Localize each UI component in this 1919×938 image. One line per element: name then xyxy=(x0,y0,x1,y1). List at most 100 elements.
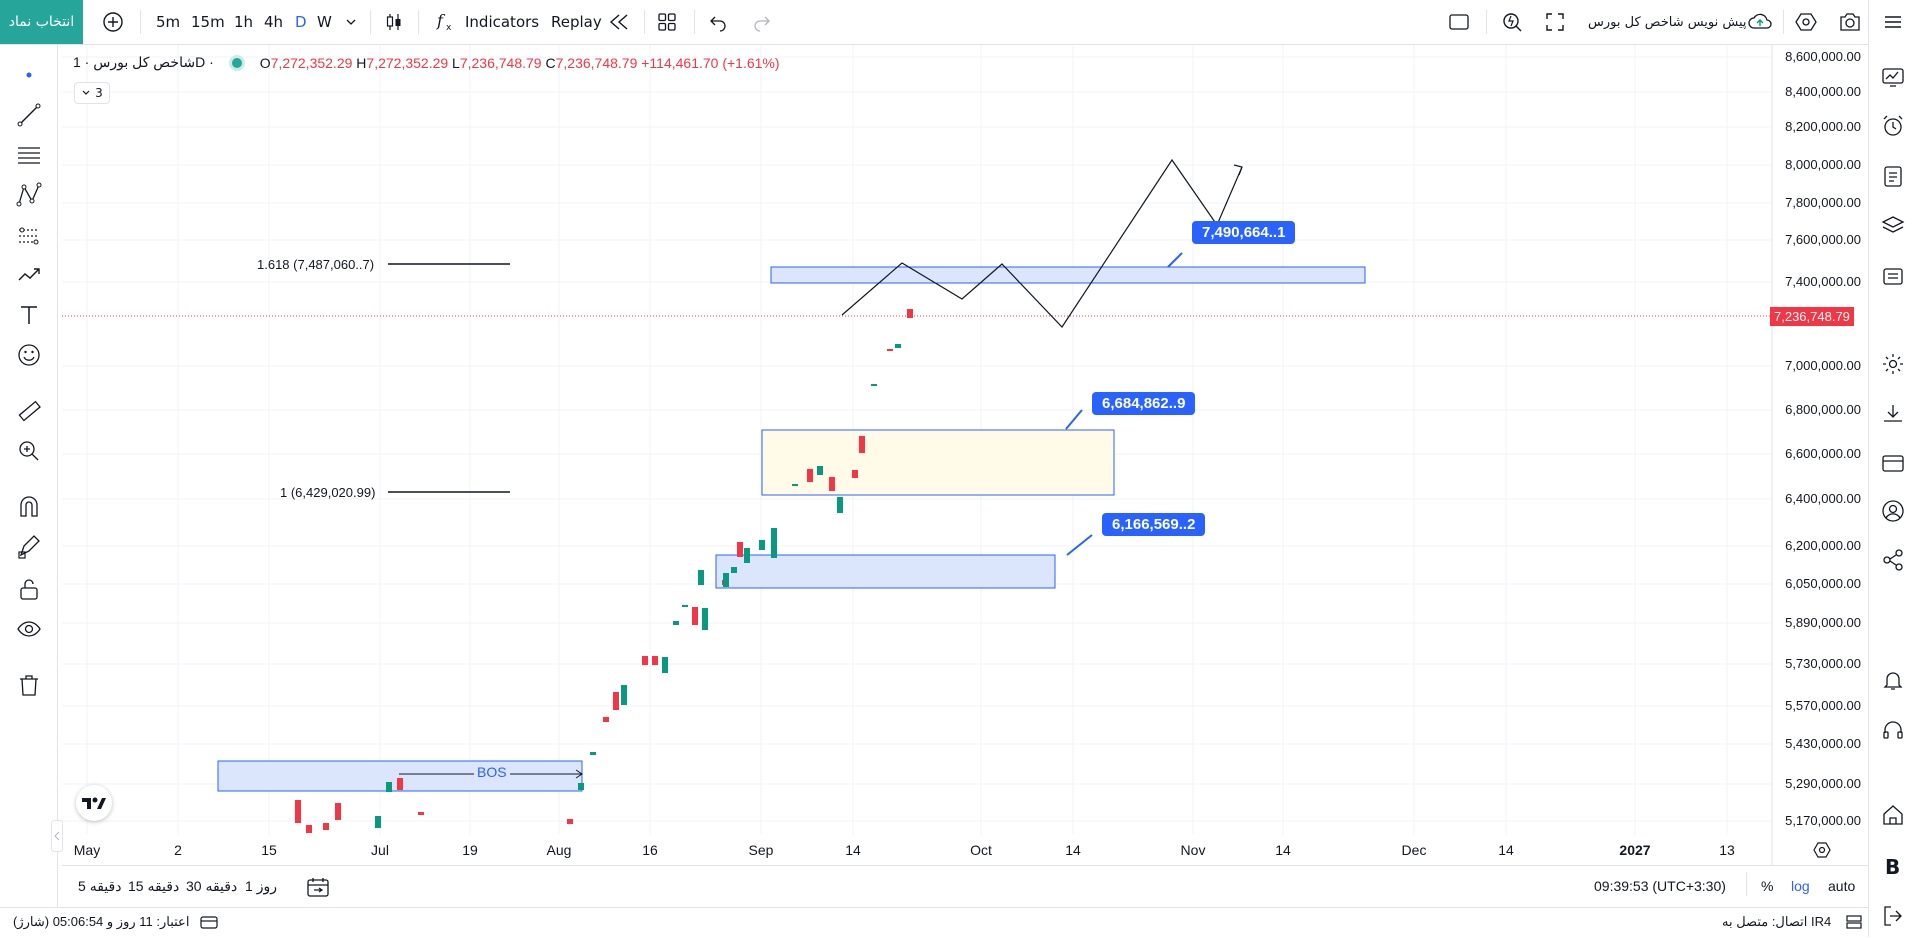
time-tick-label: Jul xyxy=(371,842,389,858)
price-tick-label: 5,730,000.00 xyxy=(1785,656,1861,671)
eye-icon[interactable] xyxy=(15,615,43,643)
layout-grid-icon[interactable] xyxy=(656,0,678,44)
share-icon[interactable] xyxy=(1879,546,1907,574)
candle xyxy=(613,692,619,710)
trend-line-icon[interactable] xyxy=(15,101,43,129)
add-symbol-icon[interactable] xyxy=(102,0,124,44)
tradingview-logo-icon[interactable] xyxy=(76,785,112,821)
clock[interactable]: 09:39:53 (UTC+3:30) xyxy=(1594,878,1726,894)
headset-icon[interactable] xyxy=(1879,716,1907,744)
emoji-icon[interactable] xyxy=(15,341,43,369)
interval-w[interactable]: W xyxy=(317,13,332,31)
credit-card-icon xyxy=(200,914,218,933)
lock-icon[interactable] xyxy=(15,575,43,603)
ruler-icon[interactable] xyxy=(15,397,43,425)
watchlist-icon[interactable] xyxy=(1879,63,1907,91)
interval-4h[interactable]: 4h xyxy=(264,13,284,31)
candle xyxy=(744,548,750,563)
time-tick-label: 2027 xyxy=(1619,842,1650,858)
logout-icon[interactable] xyxy=(1879,902,1907,930)
callout-pointer-top xyxy=(1167,252,1183,268)
chevron-down-icon[interactable] xyxy=(345,0,357,44)
alarm-clock-icon[interactable] xyxy=(1879,112,1907,140)
candlestick-type-icon[interactable] xyxy=(383,0,405,44)
callout-low[interactable]: 6,166,569..2 xyxy=(1102,513,1206,536)
price-tick-label: 7,000,000.00 xyxy=(1785,358,1861,373)
prediction-arrow-icon[interactable] xyxy=(15,261,43,289)
candle xyxy=(907,309,913,318)
timeframe-15m[interactable]: 15 دقیقه xyxy=(128,878,180,894)
last-price-tag: 7,236,748.79 xyxy=(1770,307,1854,326)
candle xyxy=(603,717,609,722)
symbol-name[interactable]: شاخص کل بورس · 1D · xyxy=(73,54,214,70)
template-name[interactable]: پیش نویس شاخص کل بورس xyxy=(1588,14,1747,30)
pattern-icon[interactable] xyxy=(15,181,43,209)
magnet-icon[interactable] xyxy=(15,493,43,521)
undo-icon[interactable] xyxy=(708,0,728,44)
menu-icon[interactable] xyxy=(1879,8,1907,36)
time-tick-label: 14 xyxy=(1498,842,1514,858)
interval-d[interactable]: D xyxy=(295,13,307,31)
collapse-left-panel-icon[interactable] xyxy=(51,820,63,852)
text-tool-icon[interactable] xyxy=(15,301,43,329)
axis-settings-icon[interactable] xyxy=(1812,840,1832,864)
candle xyxy=(792,484,798,486)
home-icon[interactable] xyxy=(1879,801,1907,829)
news-icon[interactable] xyxy=(1879,262,1907,290)
supply-zone-top xyxy=(770,266,1366,284)
time-axis: May 2 15 Jul 19 Aug 16 Sep 14 Oct 14 Nov 14 Dec 14 2027… xyxy=(74,842,1735,858)
cursor-dot-icon[interactable] xyxy=(15,61,43,89)
timeframe-30m[interactable]: 30 دقیقه xyxy=(186,878,238,894)
profile-icon[interactable] xyxy=(1879,497,1907,525)
layers-icon[interactable] xyxy=(1879,212,1907,240)
interval-15m[interactable]: 15m xyxy=(191,13,225,31)
right-sidebar xyxy=(1868,0,1919,937)
trash-icon[interactable] xyxy=(15,671,43,699)
candle xyxy=(673,621,679,625)
auto-scale-toggle[interactable]: auto xyxy=(1828,878,1856,894)
callout-pointer-mid xyxy=(1065,409,1083,430)
expand-icon[interactable] xyxy=(1544,0,1566,44)
replay-button[interactable]: Replay xyxy=(551,13,602,31)
select-symbol-button[interactable]: انتخاب نماد xyxy=(0,0,83,44)
cloud-save-icon[interactable] xyxy=(1747,0,1773,44)
notes-icon[interactable] xyxy=(1879,162,1907,190)
price-tick-label: 5,170,000.00 xyxy=(1785,813,1861,828)
horizontal-lines-icon[interactable] xyxy=(15,141,43,169)
stay-in-drawing-icon[interactable] xyxy=(15,533,43,561)
percent-scale-toggle[interactable]: % xyxy=(1761,878,1774,894)
indicators-button[interactable]: Indicators xyxy=(465,13,540,31)
wallet-icon[interactable] xyxy=(1879,449,1907,477)
interval-1h[interactable]: 1h xyxy=(234,13,254,31)
camera-icon[interactable] xyxy=(1838,0,1862,44)
interval-5m[interactable]: 5m xyxy=(156,13,181,31)
fullscreen-square-icon[interactable] xyxy=(1448,0,1470,44)
date-range-icon[interactable] xyxy=(306,876,330,902)
log-scale-toggle[interactable]: log xyxy=(1791,878,1810,894)
download-icon[interactable] xyxy=(1879,400,1907,428)
candle xyxy=(397,778,403,790)
candle xyxy=(887,349,893,351)
projection-path xyxy=(841,158,1243,328)
price-tick-label: 5,290,000.00 xyxy=(1785,776,1861,791)
time-tick-label: 19 xyxy=(462,842,478,858)
legend-collapse-button[interactable]: 3 xyxy=(74,82,110,104)
bold-b-icon[interactable]: B xyxy=(1879,852,1907,880)
zoom-in-icon[interactable] xyxy=(15,437,43,465)
callout-top[interactable]: 7,490,664..1 xyxy=(1192,221,1296,244)
bell-icon[interactable] xyxy=(1879,666,1907,694)
callout-mid[interactable]: 6,684,862..9 xyxy=(1092,392,1196,415)
replay-rewind-icon[interactable] xyxy=(607,0,633,44)
settings-hexagon-icon[interactable] xyxy=(1795,0,1817,44)
timeframe-5m[interactable]: 5 دقیقه xyxy=(78,878,122,894)
demand-zone-mid xyxy=(761,429,1115,496)
redo-icon[interactable] xyxy=(752,0,772,44)
chart-area[interactable]: 8,600,000.00 8,400,000.00 8,200,000.00 8,00… xyxy=(62,45,1861,865)
chevron-down-icon xyxy=(82,90,90,95)
forecast-icon[interactable] xyxy=(15,221,43,249)
quick-search-icon[interactable] xyxy=(1500,0,1524,44)
timeframe-1d[interactable]: 1 روز xyxy=(245,878,277,894)
toolbar-divider xyxy=(1486,10,1487,34)
gear-icon[interactable] xyxy=(1879,350,1907,378)
